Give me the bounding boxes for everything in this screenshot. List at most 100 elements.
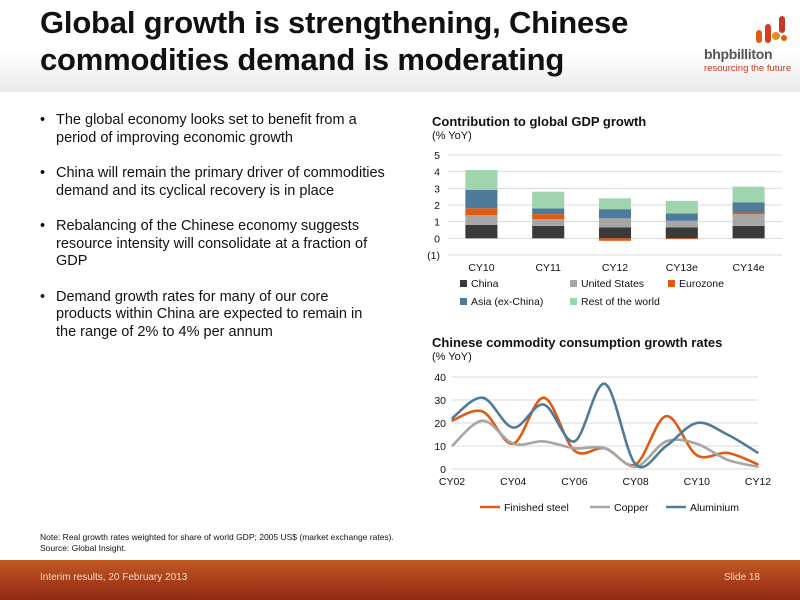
data-point [573, 440, 576, 443]
data-point [451, 445, 453, 447]
bar-segment [665, 227, 698, 239]
data-point [757, 463, 759, 466]
data-point [543, 403, 545, 406]
x-tick-label: CY08 [622, 476, 648, 488]
bar-segment [465, 215, 498, 225]
y-tick-label: (1) [427, 250, 440, 262]
y-tick-label: 5 [434, 150, 440, 162]
bar-segment [665, 238, 698, 240]
x-tick-label: CY13e [666, 262, 698, 274]
bullet-item: • Demand growth rates for many of our cor… [36, 289, 386, 342]
y-tick-label: 20 [434, 418, 446, 430]
bar-segment [732, 214, 765, 226]
source-text: Source: Global Insight. [40, 543, 126, 553]
legend-swatch [570, 298, 577, 305]
bar-segment [532, 208, 565, 215]
data-point [726, 459, 729, 461]
bar-segment [532, 219, 565, 226]
bar-segment [665, 200, 698, 214]
legend-label: Asia (ex-China) [471, 296, 543, 308]
bullet-list: • The global economy looks set to benefit… [36, 112, 386, 359]
bullet-text: China will remain the primary driver of … [56, 165, 385, 199]
y-tick-label: 0 [440, 464, 446, 476]
data-point [665, 440, 667, 443]
data-point [512, 442, 514, 445]
data-point [512, 426, 514, 429]
legend-label: Copper [614, 502, 649, 514]
logo-wordmark: bhpbilliton [704, 46, 773, 62]
x-tick-label: CY12 [745, 476, 771, 488]
bar-segment [465, 190, 498, 209]
data-point [481, 396, 484, 399]
bullet-text: Demand growth rates for many of our core… [56, 288, 363, 340]
logo-tagline: resourcing the future [704, 63, 792, 74]
x-tick-label: CY10 [468, 262, 494, 274]
bar-segment [598, 198, 632, 210]
bar-segment [598, 227, 632, 239]
data-point [604, 447, 606, 450]
legend-label: Rest of the world [581, 296, 660, 308]
bar-segment [532, 214, 565, 220]
company-logo: bhpbilliton resourcing the future [704, 14, 794, 78]
legend-swatch [460, 280, 467, 287]
note-text: Note: Real growth rates weighted for sha… [40, 532, 394, 542]
bar-segment [732, 186, 765, 203]
bullet-icon: • [40, 288, 46, 305]
bullet-item: • The global economy looks set to benefit… [36, 112, 386, 147]
bar-segment [732, 225, 765, 239]
gdp-bar-chart: (1) 0 1 2 3 4 5 CY10 CY11 CY12 CY13e CY14e China Unit… [427, 150, 782, 308]
legend-swatch [460, 298, 467, 305]
bar-segment [598, 238, 632, 241]
bar-segment [532, 191, 565, 209]
legend-label: Eurozone [679, 278, 724, 290]
bar-segment [465, 225, 498, 239]
commodity-line-chart: 0 10 20 30 40 CY02 CY04 CY06 CY08 CY10 CY12 Finishe… [434, 372, 771, 514]
data-point [451, 417, 453, 420]
bar-segment [732, 212, 765, 215]
commodity-chart-unit: (% YoY) [432, 351, 472, 363]
x-tick-label: CY06 [561, 476, 587, 488]
y-tick-label: 4 [434, 167, 440, 179]
data-point [696, 454, 698, 456]
x-tick-label: CY10 [684, 476, 710, 488]
data-point [543, 440, 545, 443]
legend-swatch [668, 280, 675, 287]
slide-title: Global growth is strengthening, Chinese … [40, 5, 629, 77]
data-point [757, 465, 759, 468]
data-point [481, 419, 484, 422]
bhp-mark-icon [756, 16, 787, 43]
bullet-icon: • [40, 218, 46, 234]
y-tick-label: 10 [434, 441, 446, 453]
bar-segment [465, 208, 498, 215]
data-point [573, 447, 576, 450]
bullet-icon: • [40, 165, 46, 181]
data-point [757, 452, 759, 454]
bullet-text: Rebalancing of the Chinese economy sugge… [56, 218, 368, 269]
data-point [451, 419, 453, 422]
data-point [543, 396, 545, 399]
gdp-chart-title: Contribution to global GDP growth [432, 114, 647, 129]
x-tick-label: CY04 [500, 476, 526, 488]
bullet-text: The global economy looks set to benefit … [56, 112, 357, 146]
legend-label: Aluminium [690, 502, 739, 514]
data-point [665, 445, 667, 447]
bar-segment [665, 220, 698, 228]
data-point [665, 415, 667, 417]
y-tick-label: 40 [434, 372, 446, 384]
footnote: Note: Real growth rates weighted for sha… [40, 532, 394, 554]
y-tick-label: 2 [434, 200, 440, 212]
y-tick-label: 3 [434, 183, 440, 195]
data-point [726, 452, 729, 454]
bullet-icon: • [40, 112, 46, 128]
x-tick-label: CY14e [733, 262, 765, 274]
y-tick-label: 30 [434, 395, 446, 407]
legend-label: Finished steel [504, 502, 569, 514]
data-point [696, 422, 698, 424]
bar-segment [598, 209, 632, 219]
slide-header: Global growth is strengthening, Chinese … [0, 0, 800, 92]
bullet-item: • China will remain the primary driver of… [36, 165, 386, 200]
data-point [726, 433, 729, 436]
data-point [573, 449, 576, 452]
bar-segment [598, 218, 632, 228]
bar-segment [532, 225, 565, 239]
